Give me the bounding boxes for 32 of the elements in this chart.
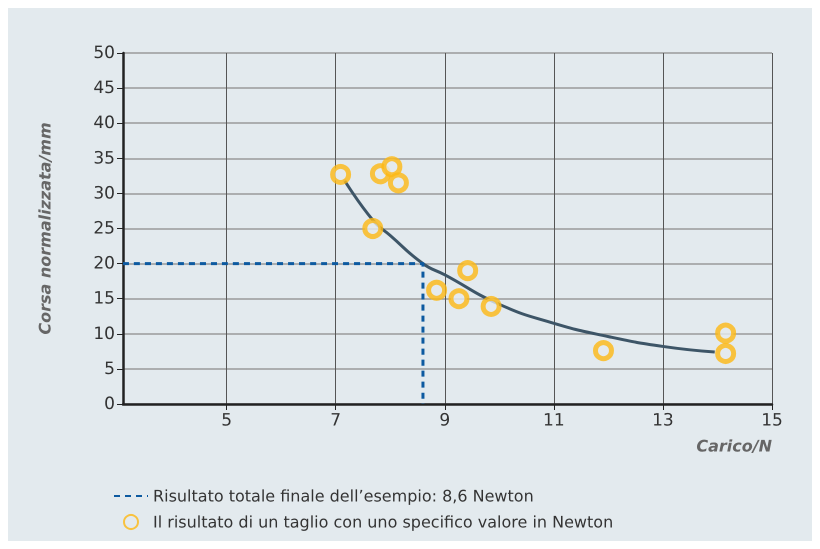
point [362, 218, 384, 239]
y-tick-label: 45 [93, 78, 115, 98]
y-tick-label: 30 [93, 183, 115, 204]
x-tick-label: 15 [761, 410, 783, 430]
x-tick-label: 7 [330, 410, 342, 430]
legend-label: Risultato totale finale dell’esempio: 8,6 Newton [153, 486, 534, 506]
x-tick-label: 9 [439, 410, 450, 430]
y-tick-label: 40 [93, 113, 115, 134]
point [457, 260, 478, 282]
point [715, 322, 736, 344]
y-tick-label: 35 [93, 148, 115, 168]
point [381, 156, 402, 178]
y-tick-label: 10 [93, 324, 115, 344]
point [480, 296, 502, 317]
x-tick-label: 11 [543, 410, 565, 430]
y-tick-label: 20 [93, 254, 115, 274]
x-tick-label: 5 [221, 410, 232, 430]
y-tick-label: 5 [104, 358, 115, 379]
y-tick-label: 0 [104, 394, 115, 414]
x-axis-title: Carico/N [696, 436, 773, 456]
point [715, 342, 736, 364]
point [592, 340, 614, 362]
y-tick-label: 50 [93, 43, 115, 63]
x-tick-label: 13 [652, 410, 674, 430]
point [388, 172, 409, 194]
y-tick-label: 15 [93, 288, 115, 309]
point [330, 164, 352, 185]
legend-label: Il risultato di un taglio con uno specifico valore in Newton [153, 512, 614, 532]
point [448, 288, 470, 310]
y-axis-title: Corsa normalizzata/mm [36, 122, 54, 335]
y-tick-label: 25 [93, 218, 115, 238]
point [426, 280, 448, 301]
